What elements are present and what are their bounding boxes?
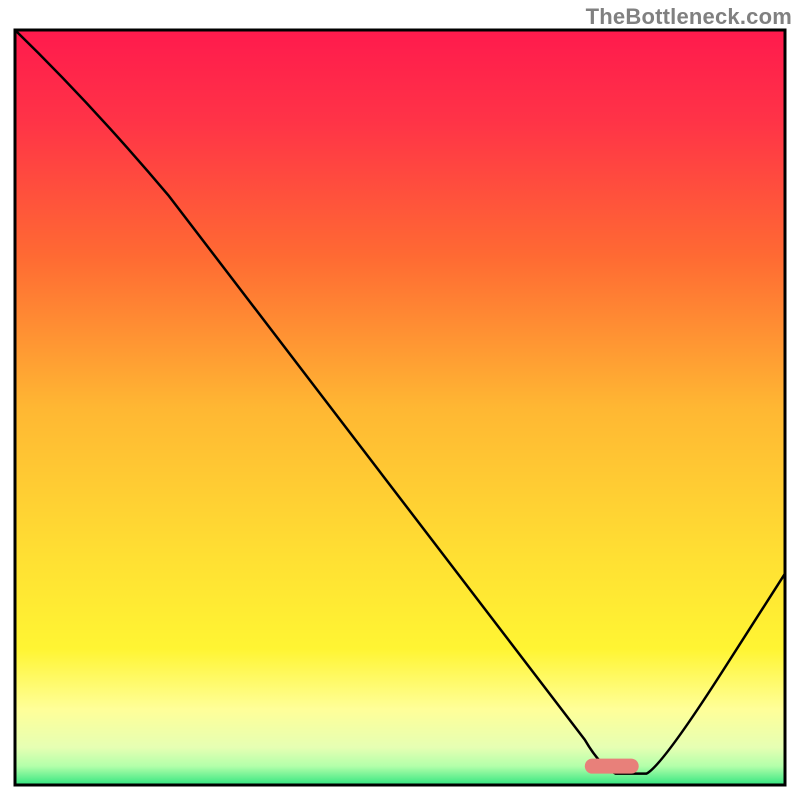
sweet-spot-marker xyxy=(585,759,639,774)
watermark-text: TheBottleneck.com xyxy=(586,4,792,30)
plot-background xyxy=(15,30,785,785)
chart-container: { "watermark": { "text": "TheBottleneck.… xyxy=(0,0,800,800)
bottleneck-curve-chart xyxy=(0,0,800,800)
